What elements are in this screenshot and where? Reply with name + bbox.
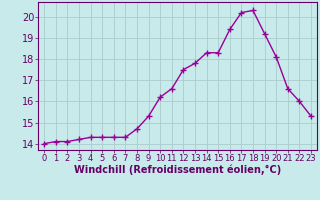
X-axis label: Windchill (Refroidissement éolien,°C): Windchill (Refroidissement éolien,°C)	[74, 165, 281, 175]
